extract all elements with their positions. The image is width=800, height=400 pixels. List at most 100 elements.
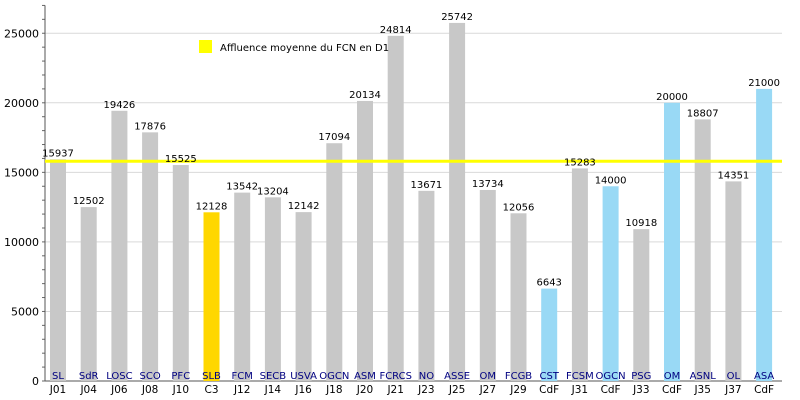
value-label: 13204: [257, 186, 289, 197]
team-label: ASSE: [444, 371, 470, 382]
matchday-label: CdF: [539, 384, 559, 396]
value-label: 14000: [595, 175, 627, 186]
team-label: NO: [419, 371, 434, 382]
value-label: 12142: [288, 201, 320, 212]
bar: [326, 143, 343, 381]
matchday-label: J14: [264, 384, 282, 396]
bar: [571, 168, 588, 381]
bar: [725, 181, 742, 381]
bar: [295, 212, 312, 381]
value-label: 12056: [503, 202, 535, 213]
team-label: OM: [480, 371, 497, 382]
team-label: SLB: [202, 371, 221, 382]
bar: [633, 229, 650, 381]
value-label: 18807: [687, 108, 719, 119]
y-tick-label: 25000: [4, 27, 39, 40]
matchday-label: J23: [417, 384, 434, 396]
y-tick-label: 20000: [4, 97, 39, 110]
bar: [541, 288, 558, 381]
matchday-label: J18: [325, 384, 342, 396]
bar: [418, 190, 435, 381]
matchday-label: J25: [448, 384, 465, 396]
bar: [264, 197, 281, 381]
matchday-label: J33: [632, 384, 649, 396]
matchday-label: J37: [724, 384, 741, 396]
bar: [142, 132, 159, 381]
value-label: 24814: [380, 25, 412, 36]
matchday-label: J35: [693, 384, 710, 396]
y-tick-label: 5000: [11, 305, 39, 318]
team-label: ASM: [354, 371, 376, 382]
matchday-label: CdF: [601, 384, 621, 396]
matchday-label: J10: [172, 384, 189, 396]
matchday-label: J20: [356, 384, 373, 396]
team-label: FCGB: [505, 371, 532, 382]
value-label: 6643: [536, 278, 561, 289]
team-label: LOSC: [106, 371, 132, 382]
value-label: 20134: [349, 90, 381, 101]
team-label: SCO: [139, 371, 160, 382]
bars: [50, 22, 773, 382]
value-label: 15283: [564, 157, 596, 168]
team-label: SECB: [260, 371, 287, 382]
value-label: 13671: [410, 180, 442, 191]
matchday-label: J21: [386, 384, 403, 396]
team-label: OGCN: [319, 371, 349, 382]
matchday-label: J12: [233, 384, 250, 396]
value-label: 15937: [42, 148, 74, 159]
value-label: 13542: [226, 182, 258, 193]
bar: [479, 189, 496, 381]
value-label: 17094: [318, 132, 350, 143]
matchday-label: J01: [49, 384, 66, 396]
value-label: 21000: [748, 78, 780, 89]
bar: [203, 212, 220, 381]
bar: [694, 119, 711, 382]
matchday-label: CdF: [662, 384, 682, 396]
bar: [664, 102, 680, 382]
bar: [234, 192, 251, 381]
team-label: FCRCS: [379, 371, 412, 382]
team-label: SL: [52, 371, 64, 382]
team-label: FCSM: [566, 371, 594, 382]
x-axis-labels: SL J01 SdR J04 LOSC J06 SCO J08 PFC J10 SLB C3 FCM J1…: [49, 371, 775, 396]
value-label: 12128: [196, 201, 228, 212]
value-label: 13734: [472, 179, 504, 190]
matchday-label: J31: [571, 384, 588, 396]
value-label: 19426: [103, 100, 135, 111]
bar: [50, 159, 66, 381]
value-label: 17876: [134, 121, 166, 132]
legend-swatch: [199, 40, 212, 53]
matchday-label: C3: [204, 384, 218, 396]
matchday-label: J08: [141, 384, 158, 396]
bar: [510, 213, 527, 381]
value-label: 25742: [441, 12, 473, 23]
team-label: OM: [664, 371, 681, 382]
team-label: OGCN: [596, 371, 626, 382]
bar: [111, 110, 128, 382]
y-tick-label: 10000: [4, 236, 39, 249]
bar: [357, 100, 373, 381]
team-label: ASNL: [690, 371, 717, 382]
value-label: 12502: [73, 196, 105, 207]
team-label: SdR: [79, 371, 99, 382]
matchday-label: J29: [509, 384, 526, 396]
legend-label: Affluence moyenne du FCN en D1: [220, 43, 389, 54]
matchday-label: J06: [110, 384, 128, 396]
matchday-label: J04: [79, 384, 97, 396]
team-label: PSG: [631, 371, 651, 382]
team-label: USVA: [290, 371, 317, 382]
value-label: 15525: [165, 154, 197, 165]
value-labels: 15937 12502 19426 17876 15525 12128 1354213204…: [42, 12, 780, 289]
value-label: 14351: [717, 170, 749, 181]
team-label: CST: [539, 371, 559, 382]
y-tick-label: 15000: [4, 166, 39, 179]
bar: [602, 186, 619, 381]
team-label: OL: [727, 371, 741, 382]
bar: [172, 165, 189, 381]
legend: Affluence moyenne du FCN en D1: [199, 40, 389, 54]
value-label: 10918: [625, 218, 657, 229]
team-label: PFC: [171, 371, 190, 382]
y-axis: 0 5000 10000 15000 20000 25000: [4, 4, 782, 388]
team-label: ASA: [754, 371, 774, 382]
